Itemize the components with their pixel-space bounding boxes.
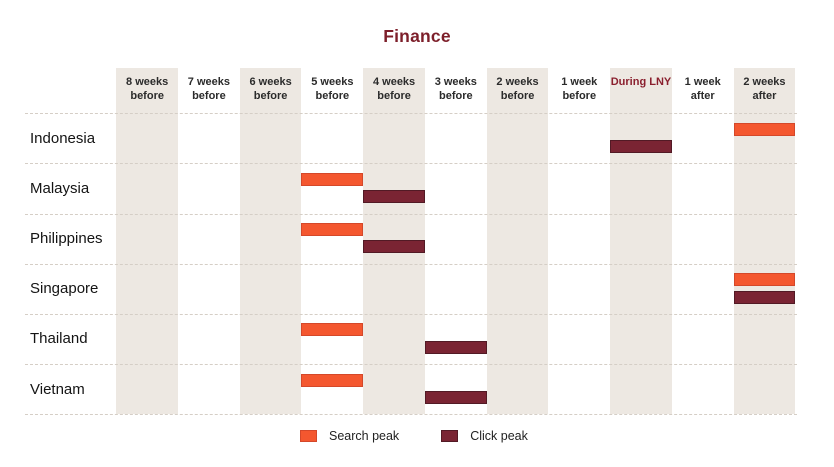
row-separator: [25, 364, 797, 366]
click-peak-bar: [424, 340, 487, 354]
legend-label: Click peak: [470, 428, 528, 443]
search-peak-bar: [301, 323, 364, 337]
row-label-philippines: Philippines: [30, 230, 103, 248]
click-peak-bar: [610, 140, 672, 153]
column-header-5-weeks-before: 5 weeks before: [311, 76, 354, 102]
column-header-1-week-after: 1 week after: [684, 76, 721, 102]
column-band: [239, 68, 302, 415]
search-peak-bar: [301, 373, 364, 387]
row-separator: [25, 263, 797, 265]
column-band: [733, 68, 796, 415]
search-peak-bar: [733, 122, 796, 136]
row-separator: [25, 414, 797, 416]
row-separator: [25, 213, 797, 215]
row-label-thailand: Thailand: [30, 330, 88, 348]
search-peak-bar: [301, 172, 364, 186]
search-peak-bar: [733, 273, 796, 287]
row-label-malaysia: Malaysia: [30, 179, 90, 197]
legend-label: Search peak: [329, 428, 400, 443]
column-band: [610, 68, 672, 415]
legend: Search peak Click peak: [300, 428, 570, 443]
search-peak-swatch: [300, 429, 317, 442]
column-band: [116, 68, 179, 415]
column-header-3-weeks-before: 3 weeks before: [434, 76, 477, 102]
click-peak-bar: [363, 190, 425, 204]
click-peak-bar: [424, 390, 487, 404]
row-label-vietnam: Vietnam: [30, 380, 85, 398]
click-peak-swatch: [441, 429, 459, 442]
click-peak-bar: [733, 290, 796, 304]
row-separator: [25, 113, 797, 115]
search-peak-bar: [301, 223, 364, 237]
row-separator: [25, 313, 797, 315]
chart-title: Finance: [383, 26, 451, 46]
row-separator: [25, 163, 797, 165]
column-header-1-week-before: 1 week before: [561, 76, 598, 102]
column-header-2-weeks-before: 2 weeks before: [496, 76, 539, 102]
column-header-2-weeks-after: 2 weeks after: [743, 76, 786, 102]
column-header-during-lny: During LNY: [610, 76, 672, 88]
legend-item-click-peak: Click peak: [441, 429, 528, 443]
row-label-indonesia: Indonesia: [30, 129, 96, 147]
row-label-singapore: Singapore: [30, 280, 99, 298]
column-band: [486, 68, 549, 415]
column-header-7-weeks-before: 7 weeks before: [187, 76, 230, 102]
column-header-6-weeks-before: 6 weeks before: [249, 76, 292, 102]
legend-item-search-peak: Search peak: [300, 429, 399, 443]
column-header-8-weeks-before: 8 weeks before: [126, 76, 169, 102]
column-header-4-weeks-before: 4 weeks before: [372, 76, 416, 102]
click-peak-bar: [363, 240, 425, 254]
